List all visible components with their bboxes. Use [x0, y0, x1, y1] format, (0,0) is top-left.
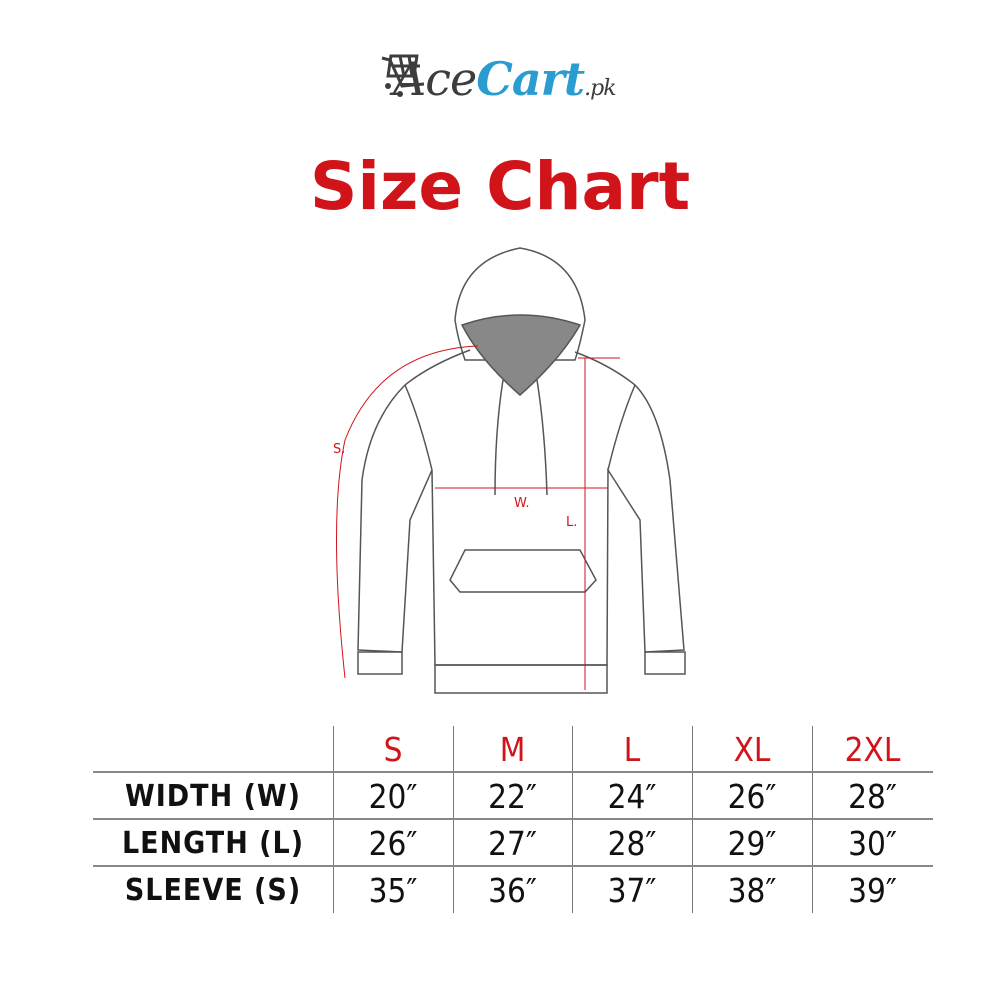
- table-cell: 36″: [488, 870, 537, 910]
- logo-cart: Cart: [476, 52, 585, 106]
- table-cell: 37″: [607, 870, 657, 910]
- table-cell: 28″: [607, 823, 657, 863]
- table-cell: 26″: [368, 823, 418, 863]
- table-cell: 22″: [488, 776, 537, 816]
- table-cell: 29″: [727, 823, 777, 863]
- divider: [93, 818, 933, 820]
- size-header-m: M: [499, 729, 526, 769]
- length-label: L.: [566, 515, 577, 530]
- table-cell: 26″: [727, 776, 777, 816]
- row-label-width: WIDTH (W): [124, 778, 302, 814]
- hoodie-diagram: S. W. L.: [333, 247, 686, 694]
- table-cell: 38″: [727, 870, 777, 910]
- size-header-xl: XL: [733, 729, 771, 769]
- divider: [93, 771, 933, 773]
- table-cell: 24″: [607, 776, 657, 816]
- size-header-2xl: 2XL: [844, 729, 901, 769]
- page-title: Size Chart: [309, 148, 691, 225]
- table-cell: 27″: [488, 823, 537, 863]
- size-header-l: L: [623, 729, 641, 769]
- row-label-length: LENGTH (L): [121, 825, 305, 861]
- table-cell: 39″: [848, 870, 897, 910]
- logo-text: AceCart.pk: [393, 52, 617, 106]
- table-cell: 28″: [848, 776, 897, 816]
- logo-tld: .pk: [584, 76, 616, 101]
- shopping-cart-icon: [381, 54, 425, 97]
- sleeve-label: S.: [333, 442, 345, 457]
- size-header-s: S: [383, 729, 403, 769]
- logo-ace: Ace: [393, 52, 477, 106]
- table-cell: 35″: [368, 870, 418, 910]
- width-label: W.: [514, 496, 530, 511]
- table-cell: 30″: [848, 823, 897, 863]
- table-cell: 20″: [368, 776, 418, 816]
- row-label-sleeve: SLEEVE (S): [124, 872, 302, 908]
- divider: [93, 865, 933, 867]
